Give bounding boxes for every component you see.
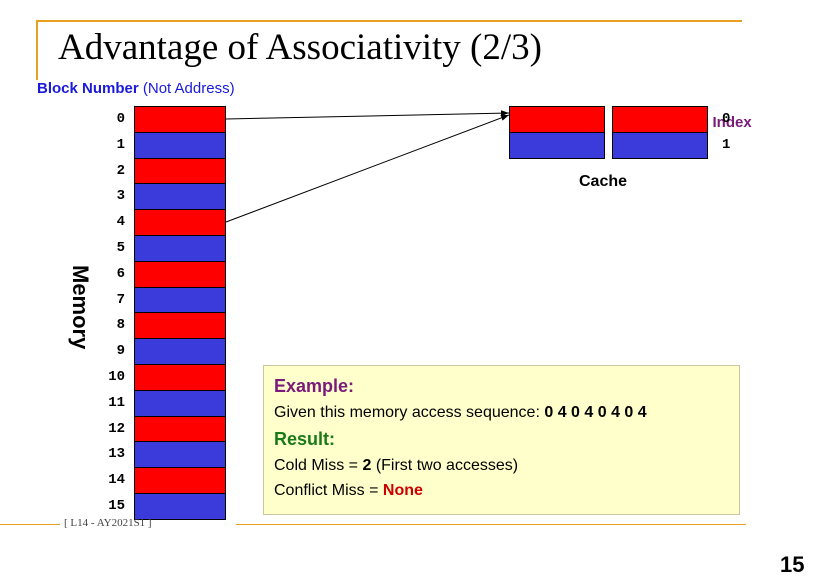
- memory-block-cell: [134, 338, 226, 365]
- conflict-miss-line: Conflict Miss = None: [274, 478, 729, 503]
- sequence-prefix: Given this memory access sequence:: [274, 404, 545, 421]
- memory-block-number: 10: [108, 369, 125, 385]
- example-box: Example: Given this memory access sequen…: [263, 365, 740, 515]
- memory-block-number: 3: [116, 188, 125, 205]
- conflict-miss-value: None: [382, 482, 423, 499]
- memory-block-cell: [134, 364, 226, 391]
- footer-rule-left: [0, 524, 60, 525]
- memory-block-number: 7: [116, 291, 125, 308]
- cold-miss-prefix: Cold Miss =: [274, 457, 363, 474]
- page-number: 15: [780, 552, 805, 577]
- memory-block-cell: [134, 389, 226, 417]
- memory-block-number: 15: [108, 498, 125, 514]
- memory-block-cell: [134, 235, 226, 262]
- block-number-note: (Not Address): [138, 80, 235, 97]
- memory-block-cell: [134, 415, 226, 443]
- header-side-rule: [36, 20, 38, 80]
- block-number-header: Block Number (Not Address): [37, 80, 235, 97]
- block-number-bold: Block Number: [37, 80, 139, 97]
- memory-block-number: 2: [116, 162, 125, 179]
- memory-block-cell: [134, 493, 226, 520]
- example-heading: Example:: [274, 376, 355, 396]
- memory-block-number: 5: [116, 240, 125, 256]
- cache-way-0-set-1: [509, 132, 605, 159]
- memory-block-number: 12: [108, 420, 125, 437]
- header-rule: [36, 20, 742, 22]
- memory-block-cell: [134, 157, 226, 185]
- memory-block-number: 11: [108, 394, 125, 411]
- memory-block-cell: [134, 183, 226, 211]
- footer-label: [ L14 - AY2021S1 ]: [64, 517, 152, 529]
- cache-way-1-set-1: [612, 132, 708, 159]
- sequence-values: 0 4 0 4 0 4 0 4: [544, 404, 647, 421]
- memory-block-number: 4: [116, 214, 125, 231]
- memory-block-number: 0: [116, 111, 125, 127]
- cold-miss-line: Cold Miss = 2 (First two accesses): [274, 453, 729, 478]
- set-index-number: 0: [722, 111, 731, 127]
- memory-block-number: 6: [116, 265, 125, 282]
- arrow-block0-to-set0: [225, 110, 510, 120]
- cold-miss-note: (First two accesses): [371, 457, 519, 474]
- result-heading: Result:: [274, 429, 336, 449]
- cache-label: Cache: [579, 173, 628, 190]
- access-sequence: Given this memory access sequence: 0 4 0…: [274, 400, 729, 425]
- footer-rule-right: [236, 524, 746, 525]
- slide-title: Advantage of Associativity (2/3): [58, 27, 542, 68]
- memory-block-number: 9: [116, 343, 125, 360]
- arrow-block4-to-set0: [225, 114, 510, 223]
- memory-block-number: 14: [108, 472, 125, 489]
- memory-block-number: 1: [116, 136, 125, 153]
- memory-block-cell: [134, 441, 226, 469]
- memory-block-cell: [134, 467, 226, 494]
- set-index-number: 1: [722, 137, 731, 153]
- conflict-miss-prefix: Conflict Miss =: [274, 482, 383, 499]
- memory-block-number: 8: [116, 317, 125, 334]
- cold-miss-value: 2: [362, 457, 372, 474]
- mapping-arrows: [225, 110, 510, 223]
- cache-way-0-set-0: [509, 106, 605, 133]
- memory-block-cell: [134, 312, 226, 340]
- cache-way-1-set-0: [612, 106, 708, 133]
- memory-block-cell: [134, 209, 226, 236]
- memory-block-number: 13: [108, 446, 125, 463]
